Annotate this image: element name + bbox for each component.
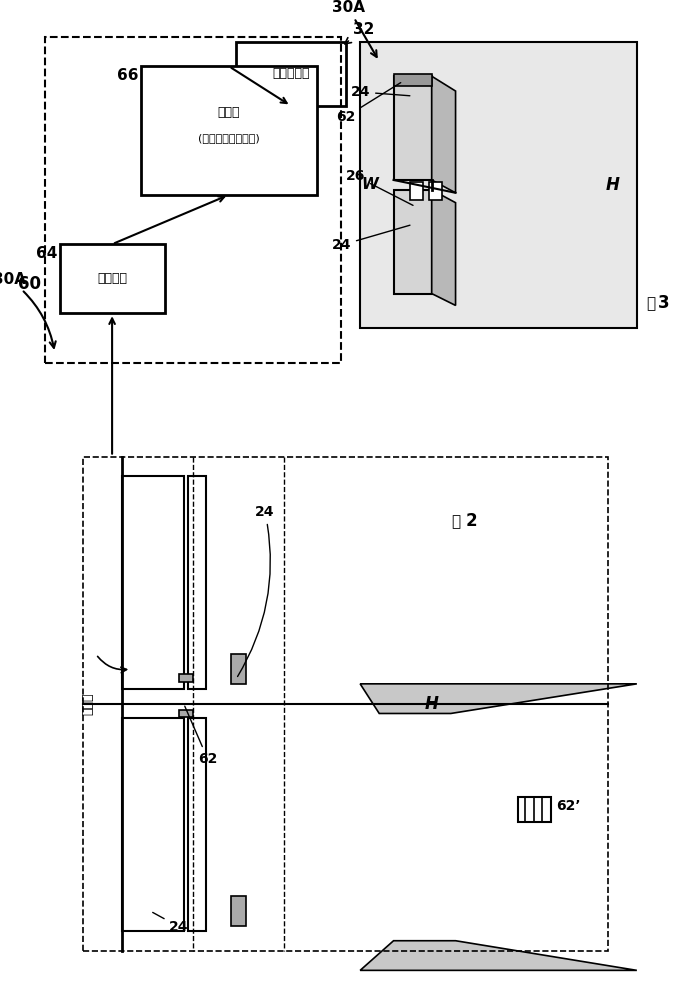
Text: 24: 24 [331,225,410,252]
FancyBboxPatch shape [232,896,246,926]
Text: 66: 66 [117,68,139,83]
FancyBboxPatch shape [179,710,193,717]
Text: W: W [361,177,378,192]
Text: 62: 62 [185,706,217,766]
FancyBboxPatch shape [236,42,346,106]
FancyBboxPatch shape [518,797,551,822]
Polygon shape [394,76,432,180]
Text: 图: 图 [451,514,460,529]
FancyBboxPatch shape [188,718,206,931]
FancyBboxPatch shape [429,182,442,200]
Polygon shape [360,684,637,713]
FancyBboxPatch shape [122,718,184,931]
Text: 电梯控制器: 电梯控制器 [272,67,310,80]
FancyBboxPatch shape [188,476,206,689]
Polygon shape [360,941,637,970]
Text: 图: 图 [647,296,655,311]
Text: 数据捕获: 数据捕获 [97,272,127,285]
Text: 26: 26 [346,169,413,205]
Text: 62’: 62’ [556,799,580,813]
Text: 处理器: 处理器 [218,106,240,119]
Text: 60: 60 [18,275,40,293]
Text: 62: 62 [336,83,401,124]
Text: (检测、追踪和计数): (检测、追踪和计数) [198,133,260,143]
Text: 2: 2 [466,512,478,530]
Text: 30A: 30A [331,0,377,57]
FancyBboxPatch shape [360,42,637,328]
Text: H: H [606,176,620,194]
Text: 电梯门: 电梯门 [82,692,95,715]
Polygon shape [432,76,456,193]
Text: 24: 24 [238,505,275,677]
FancyBboxPatch shape [122,476,184,689]
Text: 30A: 30A [0,272,56,348]
Text: 64: 64 [36,246,58,261]
FancyBboxPatch shape [410,182,423,200]
Text: 24: 24 [350,85,410,99]
FancyBboxPatch shape [394,74,432,86]
Text: 24: 24 [153,912,189,934]
Polygon shape [432,190,456,305]
Text: 32: 32 [345,22,375,44]
FancyBboxPatch shape [140,66,317,195]
Text: 3: 3 [658,294,670,312]
Text: H: H [425,695,439,713]
FancyBboxPatch shape [232,654,246,684]
FancyBboxPatch shape [59,244,165,313]
FancyBboxPatch shape [179,674,193,682]
Polygon shape [394,190,432,294]
